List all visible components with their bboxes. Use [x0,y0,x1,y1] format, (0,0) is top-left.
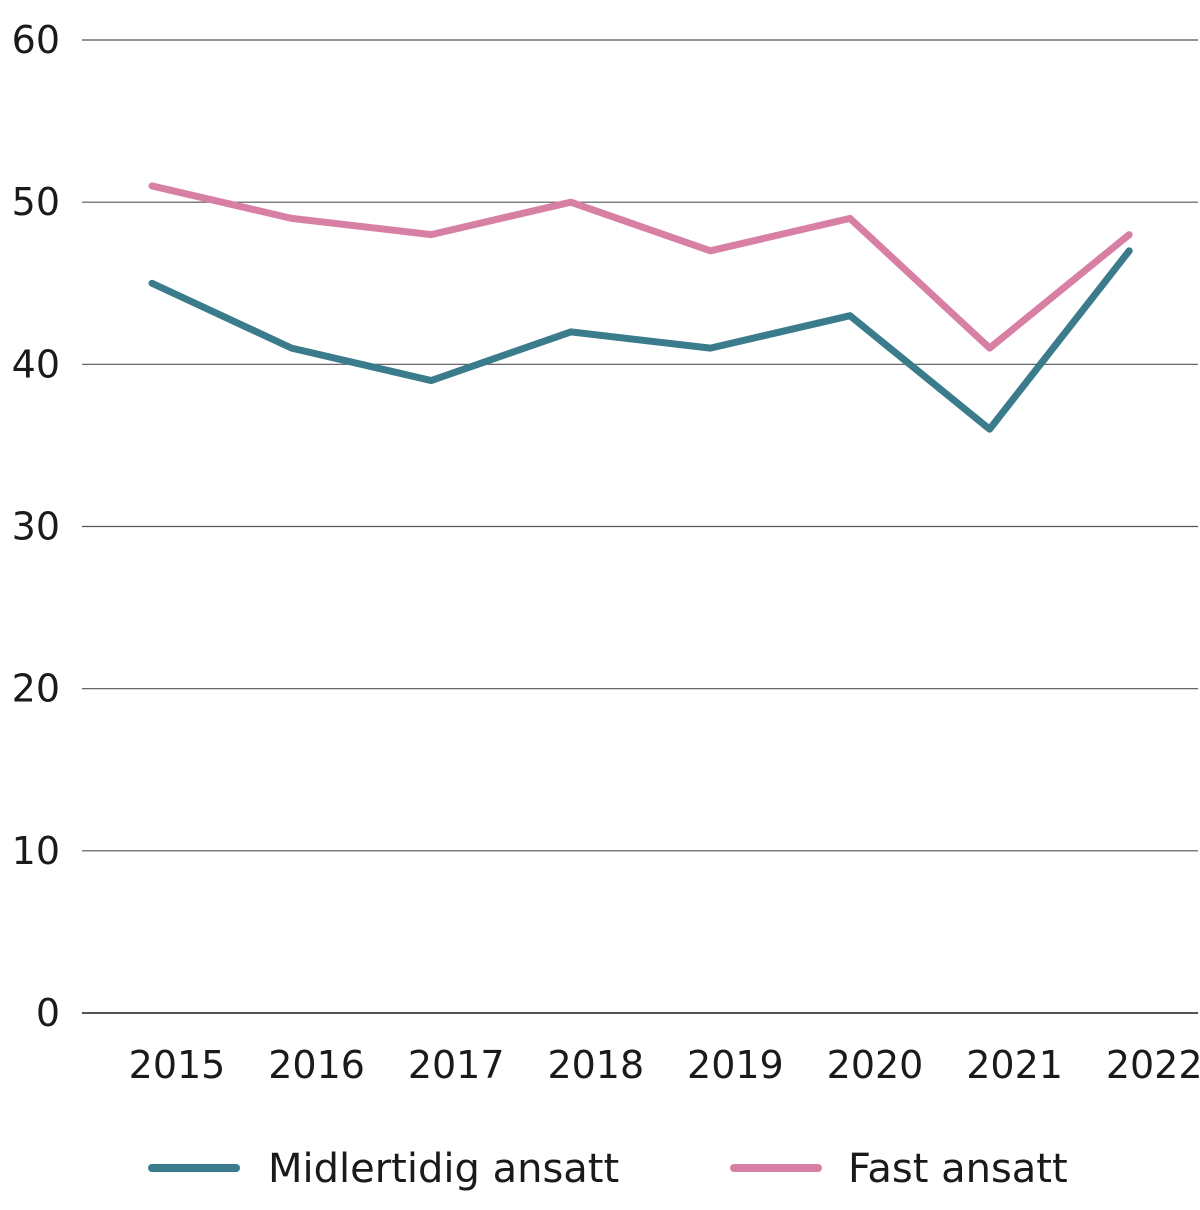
y-tick-label: 30 [12,505,60,549]
series-line-0 [148,247,1133,433]
x-tick-label: 2022 [1106,1043,1200,1087]
gridlines [82,39,1198,1014]
y-tick-label: 0 [36,991,60,1035]
y-axis-ticks: 0 10 20 30 40 50 60 [12,18,60,1035]
series-lines [148,182,1133,433]
x-tick-label: 2021 [966,1043,1063,1087]
y-tick-label: 60 [12,18,60,62]
legend-label-midlertidig: Midlertidig ansatt [268,1146,619,1192]
y-tick-label: 50 [12,180,60,224]
y-tick-label: 40 [12,342,60,386]
series-line-1 [148,182,1133,352]
x-tick-label: 2019 [687,1043,784,1087]
x-tick-label: 2018 [547,1043,644,1087]
x-tick-label: 2015 [129,1043,226,1087]
legend: Midlertidig ansatt Fast ansatt [148,1146,1068,1192]
legend-label-fast: Fast ansatt [848,1146,1068,1192]
x-tick-label: 2017 [408,1043,505,1087]
x-tick-label: 2020 [827,1043,924,1087]
x-tick-label: 2016 [268,1043,365,1087]
y-tick-label: 10 [12,829,60,873]
y-tick-label: 20 [12,667,60,711]
x-axis-ticks: 2015 2016 2017 2018 2019 2020 2021 2022 [129,1043,1200,1087]
